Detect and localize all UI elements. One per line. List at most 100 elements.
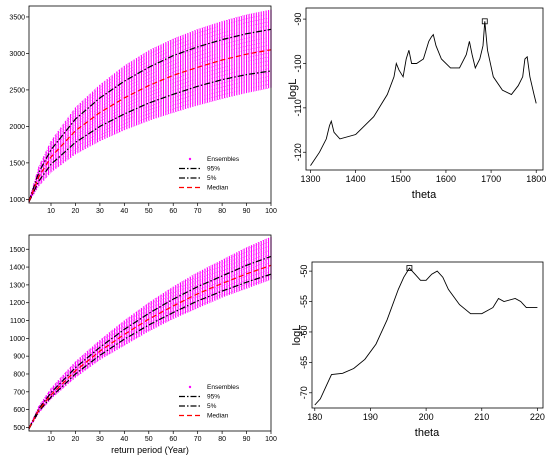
x-tick-label: 80 bbox=[218, 208, 226, 215]
x-axis: 1300 1400 1500 1600 1700 1800 bbox=[300, 170, 546, 184]
ensemble-member bbox=[28, 267, 269, 429]
ensemble-member bbox=[28, 239, 269, 428]
chart-return-level-bottom: 10 20 30 40 50 60 70 80 90 100 500 600 700 800 900 100… bbox=[9, 234, 277, 455]
y-tick-label: 700 bbox=[13, 389, 25, 396]
x-tick-label: 90 bbox=[243, 436, 251, 443]
x-axis-label: theta bbox=[412, 189, 437, 201]
ensemble-member bbox=[28, 37, 269, 201]
x-tick-label: 10 bbox=[47, 436, 55, 443]
ensembles-band bbox=[28, 9, 272, 203]
y-tick-label: 1000 bbox=[9, 336, 25, 343]
y-axis-label: logL bbox=[291, 325, 303, 346]
y-tick-label: -50 bbox=[299, 265, 309, 278]
y-tick-label: 800 bbox=[13, 371, 25, 378]
y-tick-label: 2500 bbox=[9, 87, 25, 94]
legend-label: Ensembles bbox=[207, 156, 240, 163]
x-tick-label: 60 bbox=[169, 208, 177, 215]
y-tick-label: -60 bbox=[299, 325, 309, 338]
legend: Ensembles 95% 5% Median bbox=[179, 156, 240, 192]
ensemble-member bbox=[28, 278, 269, 430]
series-line bbox=[28, 28, 272, 202]
x-tick-label: 80 bbox=[218, 436, 226, 443]
ensemble-member bbox=[28, 273, 269, 430]
y-axis: 500 600 700 800 900 1000 1100 1200 1300 1400 1500 bbox=[9, 247, 29, 432]
x-tick-label: 70 bbox=[194, 208, 202, 215]
y-tick-label: -70 bbox=[299, 386, 309, 399]
x-tick-label: 60 bbox=[169, 436, 177, 443]
x-tick-label: 190 bbox=[363, 412, 378, 422]
x-tick-label: 220 bbox=[530, 412, 545, 422]
x-tick-label: 1400 bbox=[346, 174, 366, 184]
y-tick-label: 1000 bbox=[9, 197, 25, 204]
x-axis: 180 190 200 210 220 bbox=[307, 408, 545, 422]
x-tick-label: 50 bbox=[145, 436, 153, 443]
chart-logl-bottom: 180 190 200 210 220 -70 -65 -60 -55 -50 theta lo… bbox=[291, 261, 545, 439]
legend-swatch bbox=[188, 385, 192, 389]
y-tick-label: -110 bbox=[293, 99, 303, 116]
ensemble-member bbox=[28, 265, 269, 429]
y-tick-label: 1200 bbox=[9, 300, 25, 307]
plot-frame bbox=[311, 261, 544, 409]
y-tick-label: 1400 bbox=[9, 265, 25, 272]
ensemble-member bbox=[28, 56, 269, 202]
x-tick-label: 1600 bbox=[436, 174, 456, 184]
quantile-lines bbox=[28, 255, 272, 430]
ensemble-member bbox=[28, 9, 269, 201]
ensemble-member bbox=[28, 280, 269, 430]
ensemble-member bbox=[28, 21, 269, 201]
legend-label: 95% bbox=[207, 166, 220, 173]
x-tick-label: 50 bbox=[145, 208, 153, 215]
y-tick-label: 3500 bbox=[9, 14, 25, 21]
x-axis-label: theta bbox=[415, 427, 440, 439]
x-tick-label: 100 bbox=[265, 436, 277, 443]
series-line bbox=[28, 70, 272, 203]
y-tick-label: -90 bbox=[293, 13, 303, 26]
x-tick-label: 180 bbox=[307, 412, 322, 422]
ensemble-member bbox=[28, 241, 269, 428]
ensemble-member bbox=[28, 250, 269, 429]
y-tick-label: 1100 bbox=[10, 318, 25, 325]
ensembles-band bbox=[28, 236, 272, 430]
plot-frame bbox=[28, 234, 272, 432]
y-tick-label: -55 bbox=[299, 295, 309, 308]
y-tick-label: -120 bbox=[293, 143, 303, 161]
y-tick-label: 1500 bbox=[9, 247, 25, 254]
chart-return-level-top: 10 20 30 40 50 60 70 80 90 100 1000 1500 2000 2500 30… bbox=[9, 5, 277, 215]
ensemble-member bbox=[28, 263, 269, 429]
ensemble-member bbox=[28, 248, 269, 429]
chart-logl-top: 1300 1400 1500 1600 1700 1800 -120 -110 -100 -90… bbox=[287, 7, 546, 201]
y-tick-label: -65 bbox=[299, 356, 309, 369]
legend-swatch bbox=[188, 157, 192, 161]
maximum-marker bbox=[406, 265, 413, 271]
ensemble-member bbox=[28, 252, 269, 429]
maximum-marker bbox=[481, 18, 488, 25]
legend-label: 5% bbox=[207, 403, 217, 410]
y-tick-label: 1500 bbox=[9, 160, 25, 167]
ensemble-member bbox=[28, 80, 269, 203]
y-tick-label: 600 bbox=[13, 407, 25, 414]
x-tick-label: 1500 bbox=[391, 174, 411, 184]
y-axis: -120 -110 -100 -90 bbox=[293, 13, 306, 161]
x-tick-label: 30 bbox=[96, 208, 104, 215]
legend: Ensembles 95% 5% Median bbox=[179, 384, 240, 420]
x-axis-label: return period (Year) bbox=[111, 445, 189, 455]
ensemble-member bbox=[28, 33, 269, 201]
ensemble-member bbox=[28, 68, 269, 202]
logl-curve bbox=[314, 265, 538, 406]
x-tick-label: 90 bbox=[243, 208, 251, 215]
logl-line bbox=[310, 21, 537, 166]
x-tick-label: 200 bbox=[419, 412, 434, 422]
ensemble-member bbox=[28, 246, 269, 428]
x-tick-label: 30 bbox=[96, 436, 104, 443]
legend-label: Ensembles bbox=[207, 384, 240, 391]
ensemble-member bbox=[28, 258, 269, 429]
x-tick-label: 1700 bbox=[481, 174, 501, 184]
logl-curve bbox=[310, 18, 537, 166]
legend-label: 5% bbox=[207, 175, 217, 182]
ensemble-member bbox=[28, 13, 269, 201]
x-axis: 10 20 30 40 50 60 70 80 90 100 bbox=[47, 431, 277, 443]
x-tick-label: 210 bbox=[474, 412, 489, 422]
y-tick-label: 500 bbox=[13, 425, 25, 432]
ensemble-member bbox=[28, 271, 269, 430]
legend-label: Median bbox=[207, 413, 229, 420]
